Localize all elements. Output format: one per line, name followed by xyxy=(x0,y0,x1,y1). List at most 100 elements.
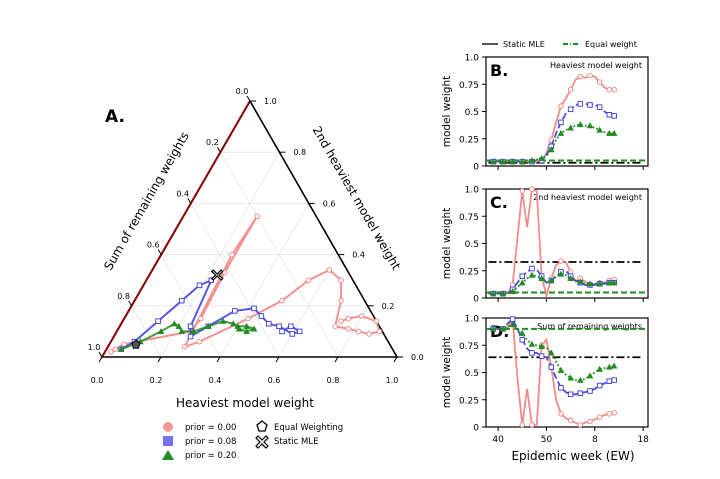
ternary-point xyxy=(175,322,183,329)
series-point xyxy=(528,157,536,164)
series-point xyxy=(499,325,507,332)
series-point xyxy=(538,154,545,161)
legend-prior-008-label: prior = 0.08 xyxy=(185,437,236,447)
ternary-point xyxy=(305,277,312,283)
series-point xyxy=(577,390,584,396)
ternary-point xyxy=(157,327,165,335)
bottom-tick xyxy=(157,356,162,363)
legend-static-mle-label: Static MLE xyxy=(503,40,545,49)
series-point xyxy=(587,72,593,79)
series-point xyxy=(577,73,584,80)
series-point xyxy=(509,288,516,295)
series-point xyxy=(567,274,574,281)
ternary-point xyxy=(243,327,250,335)
series-point xyxy=(576,278,584,285)
series-point xyxy=(528,340,536,347)
bottom-tick-label: 0.2 xyxy=(150,376,163,385)
panel-frame xyxy=(485,317,649,428)
series-point xyxy=(529,186,535,192)
left-tick xyxy=(187,198,192,204)
legend-prior-000-label: prior = 0.00 xyxy=(185,423,236,433)
ternary-series-1 xyxy=(118,277,303,353)
series-point xyxy=(596,104,603,110)
ternary-grid xyxy=(131,151,368,358)
panel-label: C. xyxy=(490,193,508,212)
series-point xyxy=(529,350,535,356)
ternary-point xyxy=(219,317,227,324)
series-point xyxy=(596,365,603,372)
y-tick-label: 0.75 xyxy=(459,342,479,352)
ternary-point xyxy=(254,213,260,219)
x-tick-label: 50 xyxy=(541,435,553,445)
series-point xyxy=(576,376,584,383)
ternary-point xyxy=(221,269,228,276)
series-point xyxy=(529,265,535,272)
ternary-point xyxy=(250,325,258,332)
y-tick-label: 1.0 xyxy=(465,54,480,64)
ternary-point xyxy=(355,328,362,335)
ternary-point xyxy=(187,323,194,330)
series-point xyxy=(587,388,593,394)
ternary-point xyxy=(181,344,188,350)
series-point xyxy=(606,129,613,136)
series-point xyxy=(577,101,584,107)
ternary-gridline xyxy=(219,203,310,358)
ternary-gridline xyxy=(190,203,280,358)
series-point xyxy=(518,329,526,336)
highlight-edge xyxy=(101,100,251,358)
series-point xyxy=(567,391,574,398)
y-tick-label: 0.75 xyxy=(459,81,479,91)
ternary-point xyxy=(296,328,303,335)
series-point xyxy=(567,86,574,93)
series-point xyxy=(558,103,564,109)
legend-prior-020-label: prior = 0.20 xyxy=(185,451,236,461)
series-point xyxy=(610,362,618,369)
ternary-point xyxy=(251,305,257,312)
bottom-tick xyxy=(275,356,280,363)
series-point xyxy=(538,353,545,359)
left-tick xyxy=(246,95,251,102)
series-point xyxy=(558,411,564,417)
y-tick-label: 0 xyxy=(473,295,479,305)
series-point xyxy=(577,422,584,428)
y-tick-label: 1.0 xyxy=(465,315,480,325)
ternary-point xyxy=(196,338,203,345)
ternary-point xyxy=(376,328,383,335)
series-point xyxy=(587,102,593,108)
legend-equal-weighting-label: Equal Weighting xyxy=(274,423,343,433)
panel-d: 0 0.25 0.5 0.75 1.0 40 50 8 18 model weight Epidem… xyxy=(441,315,649,464)
series-point xyxy=(611,377,617,383)
series-line xyxy=(488,123,615,163)
panel-frame xyxy=(485,188,649,299)
ternary-point xyxy=(112,346,119,353)
series-point xyxy=(528,271,536,278)
series-point xyxy=(606,411,613,417)
ternary-point xyxy=(230,320,237,327)
series-point xyxy=(518,279,526,286)
panel-frame xyxy=(485,56,649,167)
bottom-tick-label: 0.8 xyxy=(327,376,340,385)
equal-weighting-marker xyxy=(131,339,141,349)
series-point xyxy=(606,86,613,93)
series-point xyxy=(567,124,574,131)
series-point xyxy=(567,417,574,424)
series-point xyxy=(557,366,565,373)
series-point xyxy=(519,337,526,343)
bottom-tick xyxy=(334,356,339,363)
ternary-point xyxy=(338,318,344,324)
series-point xyxy=(509,316,516,322)
series-point xyxy=(567,106,574,113)
ternary-point xyxy=(345,326,352,332)
ternary-point xyxy=(243,322,250,329)
y-tick-label: 1.0 xyxy=(465,186,480,196)
y-tick-label: 0.25 xyxy=(459,396,479,406)
ternary-gridline xyxy=(160,254,221,358)
series-point xyxy=(586,122,594,129)
series-point xyxy=(489,158,497,165)
static-mle-marker xyxy=(210,269,224,281)
series-point xyxy=(606,363,613,370)
ternary-point xyxy=(288,323,294,330)
y-axis-label: model weight xyxy=(441,337,453,408)
right-tick-label: 0.8 xyxy=(293,148,306,157)
panel-inset-title: Sum of remaining weights xyxy=(537,322,642,331)
